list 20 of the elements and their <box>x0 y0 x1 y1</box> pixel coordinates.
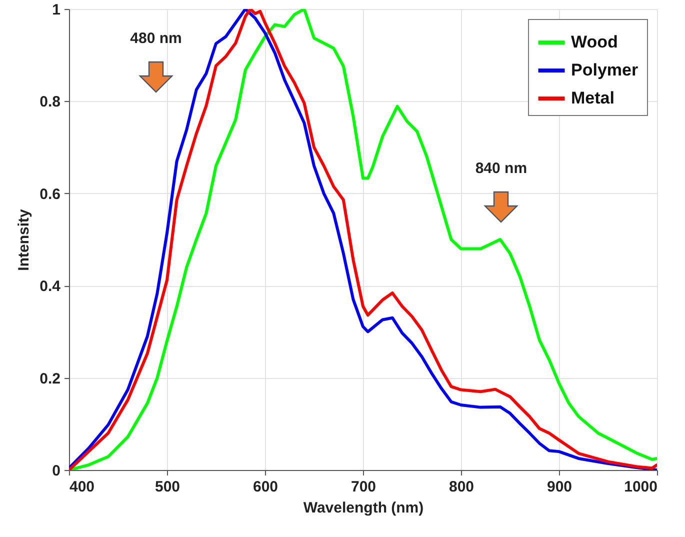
x-tick-label: 1000 <box>624 478 658 496</box>
y-tick-label: 0.8 <box>40 94 60 111</box>
y-axis-title: Intensity <box>16 208 33 271</box>
legend-label: Metal <box>571 88 614 108</box>
x-tick-label: 900 <box>546 478 572 496</box>
y-tick-label: 1 <box>52 2 60 18</box>
annotation: 840 nm <box>475 160 528 177</box>
x-tick-label: 400 <box>70 478 95 496</box>
x-tick-label: 500 <box>154 478 180 496</box>
x-axis-title: Wavelength (nm) <box>303 500 424 516</box>
y-tick-label: 0 <box>52 462 60 480</box>
y-tick-label: 0.2 <box>40 370 60 388</box>
x-tick-label: 600 <box>252 478 278 496</box>
legend-label: Wood <box>571 32 618 52</box>
y-tick-label: 0.4 <box>40 278 62 296</box>
legend-label: Polymer <box>571 60 638 80</box>
annotation: 480 nm <box>130 30 182 47</box>
x-tick-label: 800 <box>448 478 474 496</box>
y-tick-label: 0.6 <box>40 186 60 203</box>
x-tick-label: 700 <box>350 478 376 496</box>
